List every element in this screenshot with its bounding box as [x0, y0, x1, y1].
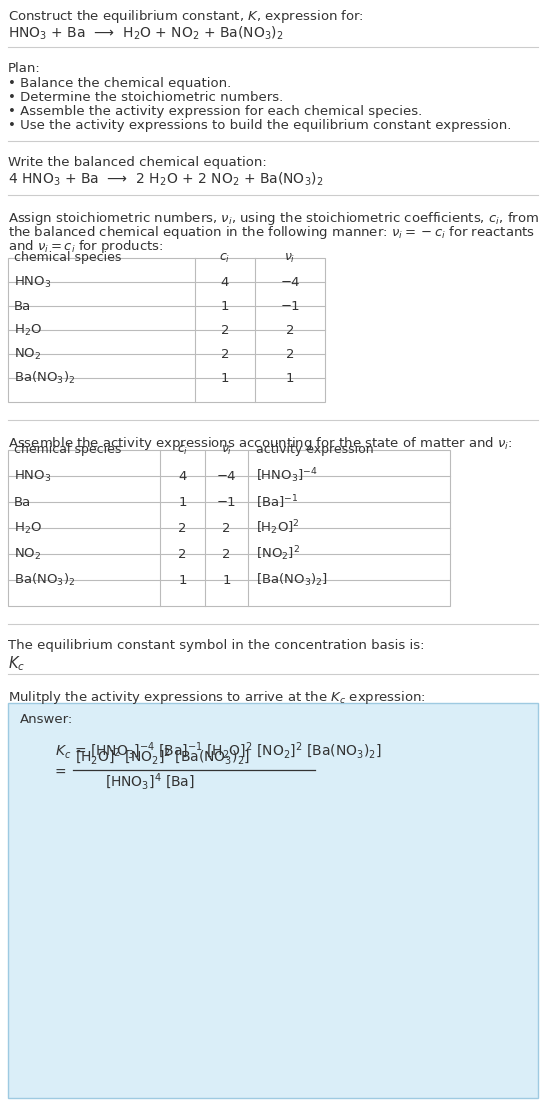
Text: [Ba(NO$_3$)$_2$]: [Ba(NO$_3$)$_2$]: [256, 572, 328, 588]
Text: HNO$_3$ + Ba  ⟶  H$_2$O + NO$_2$ + Ba(NO$_3$)$_2$: HNO$_3$ + Ba ⟶ H$_2$O + NO$_2$ + Ba(NO$_…: [8, 25, 284, 42]
Text: NO$_2$: NO$_2$: [14, 347, 41, 361]
Text: −4: −4: [280, 276, 300, 288]
Text: NO$_2$: NO$_2$: [14, 546, 41, 562]
Text: 4: 4: [221, 276, 229, 288]
Text: 2: 2: [286, 323, 294, 337]
Text: Assign stoichiometric numbers, $\nu_i$, using the stoichiometric coefficients, $: Assign stoichiometric numbers, $\nu_i$, …: [8, 210, 539, 227]
Text: • Use the activity expressions to build the equilibrium constant expression.: • Use the activity expressions to build …: [8, 119, 512, 132]
Text: The equilibrium constant symbol in the concentration basis is:: The equilibrium constant symbol in the c…: [8, 639, 424, 652]
Text: 2: 2: [221, 323, 229, 337]
Text: 2: 2: [178, 548, 187, 561]
Text: 2: 2: [222, 548, 231, 561]
Text: [HNO$_3$]$^4$ [Ba]: [HNO$_3$]$^4$ [Ba]: [105, 772, 195, 793]
Text: [H$_2$O]$^2$: [H$_2$O]$^2$: [256, 519, 300, 538]
Text: Ba(NO$_3$)$_2$: Ba(NO$_3$)$_2$: [14, 370, 75, 386]
Text: • Determine the stoichiometric numbers.: • Determine the stoichiometric numbers.: [8, 91, 283, 104]
Text: 1: 1: [221, 299, 229, 312]
Text: • Balance the chemical equation.: • Balance the chemical equation.: [8, 77, 232, 91]
Text: 2: 2: [286, 348, 294, 361]
Text: [Ba]$^{-1}$: [Ba]$^{-1}$: [256, 493, 299, 511]
Text: H$_2$O: H$_2$O: [14, 520, 42, 535]
Text: 1: 1: [178, 496, 187, 509]
Text: Plan:: Plan:: [8, 62, 41, 75]
Text: 4 HNO$_3$ + Ba  ⟶  2 H$_2$O + 2 NO$_2$ + Ba(NO$_3$)$_2$: 4 HNO$_3$ + Ba ⟶ 2 H$_2$O + 2 NO$_2$ + B…: [8, 171, 323, 189]
Text: chemical species: chemical species: [14, 252, 121, 265]
Text: • Assemble the activity expression for each chemical species.: • Assemble the activity expression for e…: [8, 105, 422, 118]
Text: 1: 1: [286, 372, 294, 384]
Text: Write the balanced chemical equation:: Write the balanced chemical equation:: [8, 156, 267, 169]
Text: 1: 1: [222, 573, 231, 586]
Text: Mulitply the activity expressions to arrive at the $K_c$ expression:: Mulitply the activity expressions to arr…: [8, 689, 426, 705]
Text: $c_i$: $c_i$: [177, 444, 188, 457]
Bar: [8, 258, 325, 402]
Text: $K_c$: $K_c$: [8, 654, 25, 672]
Text: 2: 2: [222, 521, 231, 534]
Text: the balanced chemical equation in the following manner: $\nu_i = -c_i$ for react: the balanced chemical equation in the fo…: [8, 224, 535, 241]
Text: Answer:: Answer:: [20, 713, 73, 726]
Text: activity expression: activity expression: [256, 444, 373, 456]
Text: HNO$_3$: HNO$_3$: [14, 468, 51, 484]
Text: [H$_2$O]$^2$ [NO$_2$]$^2$ [Ba(NO$_3$)$_2$]: [H$_2$O]$^2$ [NO$_2$]$^2$ [Ba(NO$_3$)$_2…: [75, 746, 250, 767]
Text: 2: 2: [221, 348, 229, 361]
Text: Ba: Ba: [14, 496, 31, 509]
Text: −1: −1: [280, 299, 300, 312]
Text: $\nu_i$: $\nu_i$: [221, 444, 232, 457]
Text: 1: 1: [221, 372, 229, 384]
Text: −1: −1: [217, 496, 236, 509]
Text: Ba: Ba: [14, 299, 31, 312]
Bar: [8, 450, 450, 606]
Text: 1: 1: [178, 573, 187, 586]
Text: HNO$_3$: HNO$_3$: [14, 275, 51, 289]
Text: $c_i$: $c_i$: [219, 252, 230, 265]
Text: [NO$_2$]$^2$: [NO$_2$]$^2$: [256, 544, 300, 563]
Text: [HNO$_3$]$^{-4}$: [HNO$_3$]$^{-4}$: [256, 467, 318, 486]
Text: Construct the equilibrium constant, $K$, expression for:: Construct the equilibrium constant, $K$,…: [8, 8, 364, 25]
Bar: [8, 703, 538, 1098]
Text: $\nu_i$: $\nu_i$: [284, 252, 296, 265]
Text: 2: 2: [178, 521, 187, 534]
Text: and $\nu_i = c_i$ for products:: and $\nu_i = c_i$ for products:: [8, 238, 164, 255]
Text: Assemble the activity expressions accounting for the state of matter and $\nu_i$: Assemble the activity expressions accoun…: [8, 435, 513, 452]
Text: $K_c$ = [HNO$_3$]$^{-4}$ [Ba]$^{-1}$ [H$_2$O]$^2$ [NO$_2$]$^2$ [Ba(NO$_3$)$_2$]: $K_c$ = [HNO$_3$]$^{-4}$ [Ba]$^{-1}$ [H$…: [55, 741, 382, 762]
Text: Ba(NO$_3$)$_2$: Ba(NO$_3$)$_2$: [14, 572, 75, 588]
Text: −4: −4: [217, 469, 236, 482]
Text: chemical species: chemical species: [14, 444, 121, 456]
Text: H$_2$O: H$_2$O: [14, 322, 42, 338]
Text: =: =: [55, 766, 67, 781]
Text: 4: 4: [179, 469, 187, 482]
